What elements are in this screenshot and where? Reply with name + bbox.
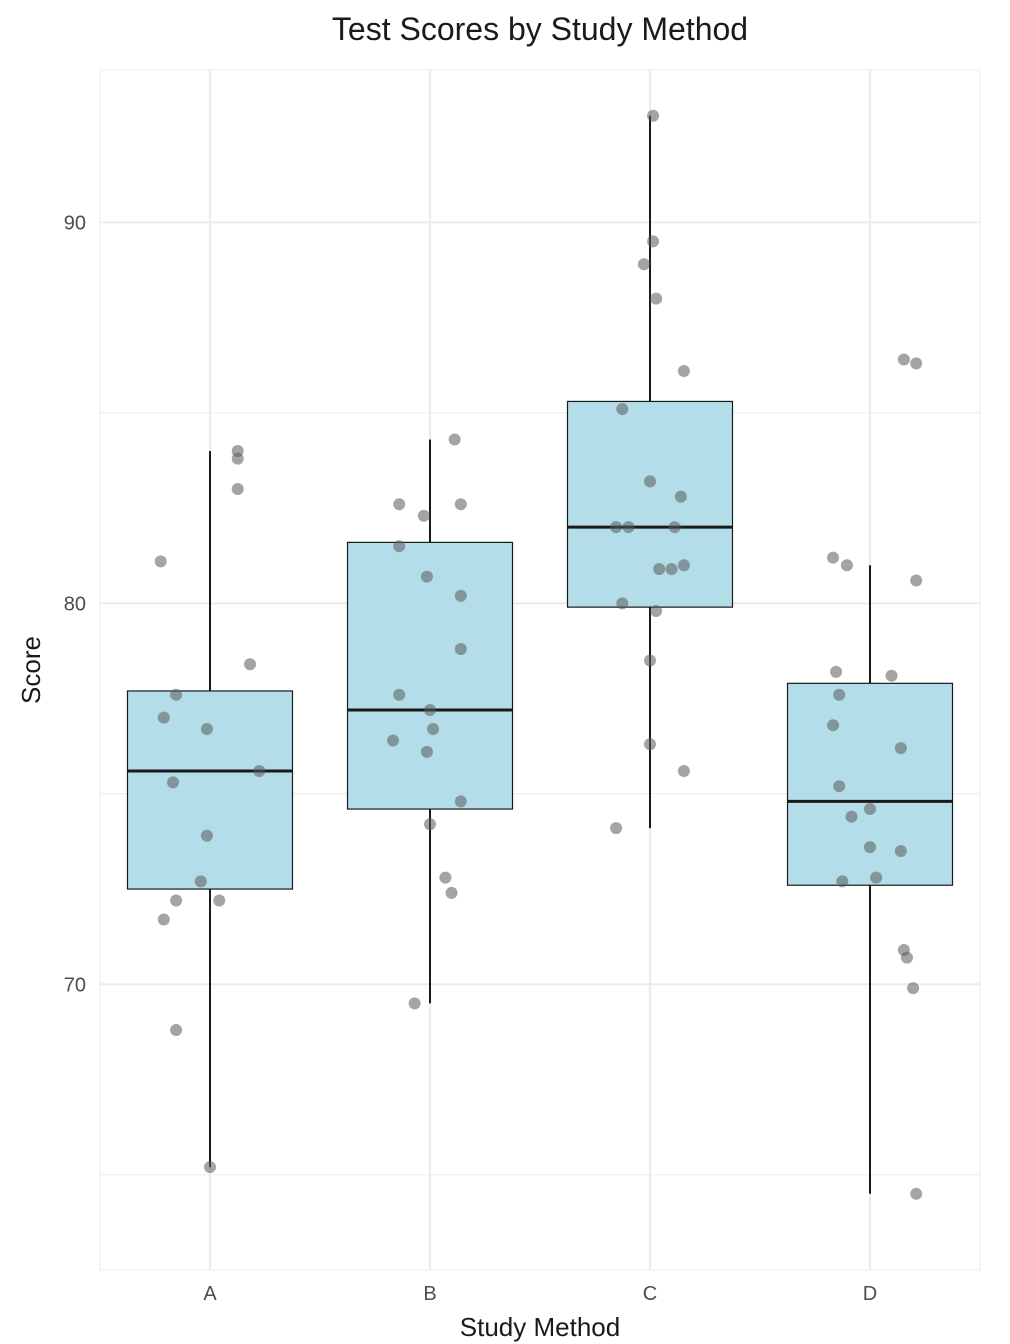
data-point bbox=[244, 658, 256, 670]
y-tick-label: 80 bbox=[64, 593, 86, 615]
data-point bbox=[232, 453, 244, 465]
data-point bbox=[158, 914, 170, 926]
data-point bbox=[167, 776, 179, 788]
data-point bbox=[886, 670, 898, 682]
data-point bbox=[455, 498, 467, 510]
data-point bbox=[650, 293, 662, 305]
data-point bbox=[253, 765, 265, 777]
data-point bbox=[449, 434, 461, 446]
data-point bbox=[827, 552, 839, 564]
data-point bbox=[393, 498, 405, 510]
data-point bbox=[678, 365, 690, 377]
data-point bbox=[455, 590, 467, 602]
data-point bbox=[910, 357, 922, 369]
chart-title: Test Scores by Study Method bbox=[332, 11, 748, 47]
data-point bbox=[841, 559, 853, 571]
data-point bbox=[833, 780, 845, 792]
data-point bbox=[910, 574, 922, 586]
y-tick-label: 90 bbox=[64, 212, 86, 234]
data-point bbox=[647, 235, 659, 247]
data-point bbox=[666, 563, 678, 575]
data-point bbox=[644, 738, 656, 750]
x-tick-label: C bbox=[643, 1283, 657, 1305]
box bbox=[568, 401, 733, 607]
data-point bbox=[669, 521, 681, 533]
data-point bbox=[870, 872, 882, 884]
data-point bbox=[901, 952, 913, 964]
data-point bbox=[409, 997, 421, 1009]
data-point bbox=[616, 597, 628, 609]
data-point bbox=[455, 643, 467, 655]
data-point bbox=[910, 1188, 922, 1200]
data-point bbox=[610, 521, 622, 533]
x-tick-label: B bbox=[423, 1283, 436, 1305]
data-point bbox=[455, 795, 467, 807]
data-point bbox=[387, 734, 399, 746]
data-point bbox=[201, 723, 213, 735]
y-axis-label: Score bbox=[16, 636, 46, 704]
x-tick-label: A bbox=[203, 1283, 217, 1305]
data-point bbox=[678, 765, 690, 777]
data-point bbox=[427, 723, 439, 735]
data-point bbox=[170, 894, 182, 906]
data-point bbox=[622, 521, 634, 533]
data-point bbox=[170, 1024, 182, 1036]
data-point bbox=[675, 491, 687, 503]
data-point bbox=[421, 746, 433, 758]
data-point bbox=[827, 719, 839, 731]
data-point bbox=[650, 605, 662, 617]
data-point bbox=[393, 689, 405, 701]
data-point bbox=[907, 982, 919, 994]
data-point bbox=[418, 510, 430, 522]
data-point bbox=[421, 571, 433, 583]
x-tick-label: D bbox=[863, 1283, 877, 1305]
data-point bbox=[898, 354, 910, 366]
box bbox=[348, 542, 513, 809]
data-point bbox=[678, 559, 690, 571]
y-tick-label: 70 bbox=[64, 974, 86, 996]
data-point bbox=[830, 666, 842, 678]
data-point bbox=[644, 654, 656, 666]
data-point bbox=[846, 811, 858, 823]
data-point bbox=[393, 540, 405, 552]
data-point bbox=[616, 403, 628, 415]
boxplot-chart: 70 80 90 A B C D Study Method Score Test Scores b… bbox=[0, 0, 1010, 1344]
data-point bbox=[424, 818, 436, 830]
plot-panel bbox=[100, 70, 980, 1270]
data-point bbox=[833, 689, 845, 701]
data-point bbox=[644, 475, 656, 487]
data-point bbox=[610, 822, 622, 834]
data-point bbox=[204, 1161, 216, 1173]
data-point bbox=[638, 258, 650, 270]
data-point bbox=[864, 803, 876, 815]
data-point bbox=[864, 841, 876, 853]
x-axis-label: Study Method bbox=[460, 1312, 620, 1342]
data-point bbox=[155, 555, 167, 567]
data-point bbox=[836, 875, 848, 887]
box bbox=[788, 683, 953, 885]
data-point bbox=[895, 742, 907, 754]
chart-svg: 70 80 90 A B C D Study Method Score Test Scores b… bbox=[0, 0, 1010, 1344]
data-point bbox=[647, 110, 659, 122]
data-point bbox=[232, 483, 244, 495]
data-point bbox=[653, 563, 665, 575]
data-point bbox=[895, 845, 907, 857]
data-point bbox=[213, 894, 225, 906]
data-point bbox=[158, 712, 170, 724]
box bbox=[128, 691, 293, 889]
data-point bbox=[170, 689, 182, 701]
data-point bbox=[439, 872, 451, 884]
data-point bbox=[201, 830, 213, 842]
data-point bbox=[424, 704, 436, 716]
data-point bbox=[446, 887, 458, 899]
data-point bbox=[195, 875, 207, 887]
